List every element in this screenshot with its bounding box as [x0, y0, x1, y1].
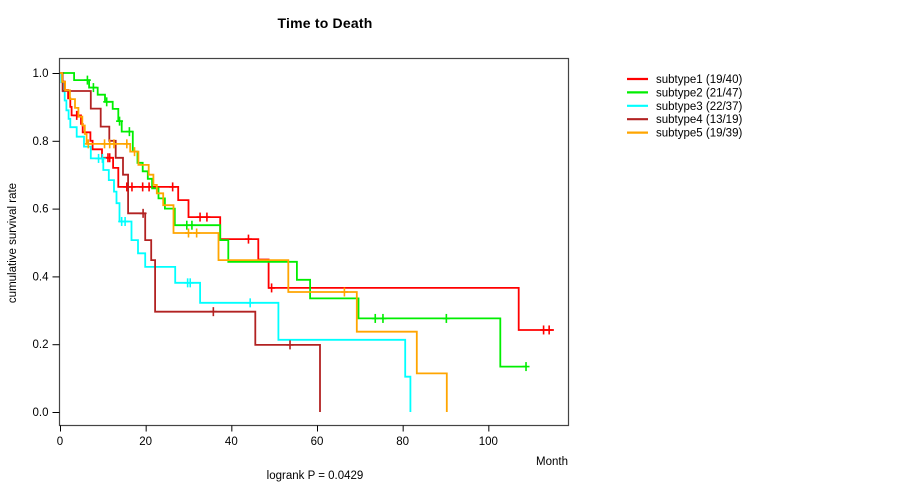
x-tick-label: 100 [479, 436, 498, 448]
x-tick-label: 0 [57, 436, 63, 448]
y-tick-label: 0.2 [33, 339, 49, 351]
y-tick-label: 1.0 [33, 68, 49, 80]
chart-title: Time to Death [277, 15, 373, 31]
legend-label-subtype3: subtype3 (22/37) [656, 101, 742, 113]
y-tick-label: 0.8 [33, 136, 49, 148]
x-tick-label: 80 [396, 436, 409, 448]
legend-label-subtype5: subtype5 (19/39) [656, 128, 742, 140]
x-axis-label: Month [536, 456, 568, 468]
legend-label-subtype1: subtype1 (19/40) [656, 74, 742, 86]
curve-subtype3 [60, 72, 412, 412]
x-tick-label: 40 [225, 436, 238, 448]
y-tick-label: 0.6 [33, 204, 49, 216]
logrank-annotation: logrank P = 0.0429 [266, 470, 364, 482]
y-tick-label: 0.4 [33, 271, 50, 283]
y-tick-label: 0.0 [33, 407, 49, 419]
x-tick-label: 60 [311, 436, 324, 448]
legend-label-subtype2: subtype2 (21/47) [656, 87, 742, 99]
curve-subtype4 [60, 72, 321, 412]
curve-subtype5 [60, 72, 448, 412]
x-tick-label: 20 [139, 436, 152, 448]
plot-box [58, 57, 570, 427]
legend-label-subtype4: subtype4 (13/19) [656, 114, 742, 126]
curve-subtype2 [60, 72, 527, 368]
